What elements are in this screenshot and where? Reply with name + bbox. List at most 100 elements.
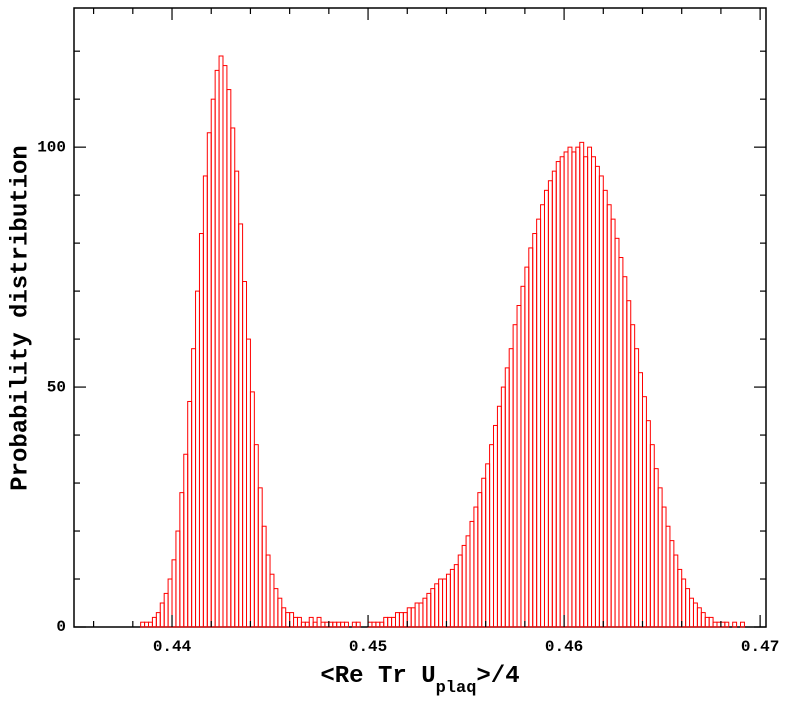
y-tick-label: 50	[47, 378, 66, 396]
histogram-bar	[434, 583, 440, 628]
histogram-bar	[626, 300, 632, 628]
histogram-bar	[242, 281, 248, 628]
histogram-bar	[661, 506, 667, 628]
histogram-bar	[587, 146, 593, 628]
histogram-bar	[465, 535, 471, 628]
histogram-bar	[740, 621, 745, 628]
histogram-bar	[579, 141, 585, 628]
histogram-bar	[630, 324, 636, 628]
histogram-bar	[151, 616, 157, 628]
histogram-bar	[273, 588, 279, 628]
histogram-bar	[516, 305, 522, 628]
histogram-bar	[634, 348, 640, 628]
histogram-bar	[202, 175, 208, 628]
histogram-bar	[218, 55, 224, 628]
x-axis-title-tail: >/4	[476, 663, 519, 690]
x-tick-label: 0.46	[545, 638, 583, 656]
histogram-bar	[594, 165, 600, 628]
histogram-bar	[641, 396, 647, 628]
histogram-bar	[226, 89, 232, 628]
histogram-bar	[445, 573, 451, 628]
x-axis-title-main: <Re Tr U	[320, 663, 435, 690]
histogram-bar	[277, 597, 283, 628]
histogram-bar	[155, 612, 161, 628]
y-tick-label: 0	[56, 618, 66, 636]
histogram-bar	[265, 554, 271, 628]
histogram-bar	[249, 391, 255, 628]
histogram-bar	[179, 492, 185, 628]
histogram-bar	[665, 525, 671, 628]
histogram-bar	[732, 621, 738, 628]
histogram-bar	[187, 400, 193, 628]
histogram-bar	[524, 266, 530, 628]
histogram-bar	[708, 616, 714, 628]
histogram-bar	[394, 612, 400, 628]
x-tick-label: 0.47	[741, 638, 779, 656]
histogram-bar	[344, 621, 349, 628]
histogram-bar	[700, 612, 706, 628]
histogram-bar	[453, 564, 459, 628]
x-axis-title: <Re Tr Uplaq>/4	[320, 663, 519, 698]
histogram-bar	[230, 127, 236, 628]
histogram-bar	[485, 463, 491, 628]
histogram-bar	[426, 592, 432, 628]
x-tick-label: 0.44	[153, 638, 192, 656]
histogram-bar	[422, 597, 428, 628]
histogram-bar	[296, 616, 302, 628]
histogram-bar	[449, 568, 455, 628]
histogram-bar	[536, 218, 542, 628]
histogram-bar	[724, 621, 730, 628]
histogram-bar	[673, 554, 679, 628]
histogram-bar	[657, 487, 663, 628]
histogram-bar	[606, 204, 612, 628]
histogram-bar	[438, 578, 444, 628]
histogram-bar	[638, 372, 643, 628]
histogram-bar	[575, 146, 581, 628]
histogram-bar	[677, 568, 683, 628]
histogram-bar	[175, 530, 181, 628]
histogram-bar	[383, 616, 389, 628]
histogram-bar	[418, 602, 424, 628]
histogram-bar	[685, 588, 691, 628]
histogram-bar	[442, 578, 447, 628]
histogram-bar	[500, 386, 506, 628]
histogram-bar	[504, 367, 510, 628]
histogram-bar	[391, 616, 396, 628]
y-tick-label: 100	[37, 138, 66, 156]
histogram-bar	[387, 616, 393, 628]
histogram-bar	[473, 506, 479, 628]
histogram-bar	[261, 525, 267, 628]
histogram-bar	[571, 151, 577, 628]
histogram-bar	[618, 257, 624, 628]
histogram-bar	[410, 607, 416, 628]
histogram-bar	[253, 444, 259, 628]
histogram-bar	[477, 492, 483, 628]
histogram-bar	[583, 156, 589, 628]
histogram-bar	[563, 151, 569, 628]
histogram-bar	[234, 170, 240, 628]
histogram-bar	[496, 405, 502, 628]
histogram-bar	[163, 592, 169, 628]
histogram-bar	[622, 276, 628, 628]
histogram-bar	[469, 520, 475, 628]
histogram-bar	[669, 540, 675, 628]
histogram-bar	[681, 578, 687, 628]
histogram-bar	[414, 602, 420, 628]
histogram-bar	[489, 444, 495, 628]
histogram-bar	[696, 607, 702, 628]
histogram-bar	[532, 233, 538, 628]
histogram-bar	[528, 247, 534, 628]
histogram-bar	[206, 132, 212, 628]
histogram-bar	[645, 420, 651, 628]
x-tick-label: 0.45	[349, 638, 387, 656]
histogram-bar	[591, 156, 596, 628]
histogram-bar	[308, 616, 314, 628]
histogram-bar	[183, 453, 189, 628]
histogram-bar	[198, 233, 204, 628]
histogram-bar	[692, 602, 698, 628]
histogram-bar	[481, 477, 487, 628]
histogram-bar	[281, 607, 287, 628]
histogram-bar	[614, 237, 620, 628]
